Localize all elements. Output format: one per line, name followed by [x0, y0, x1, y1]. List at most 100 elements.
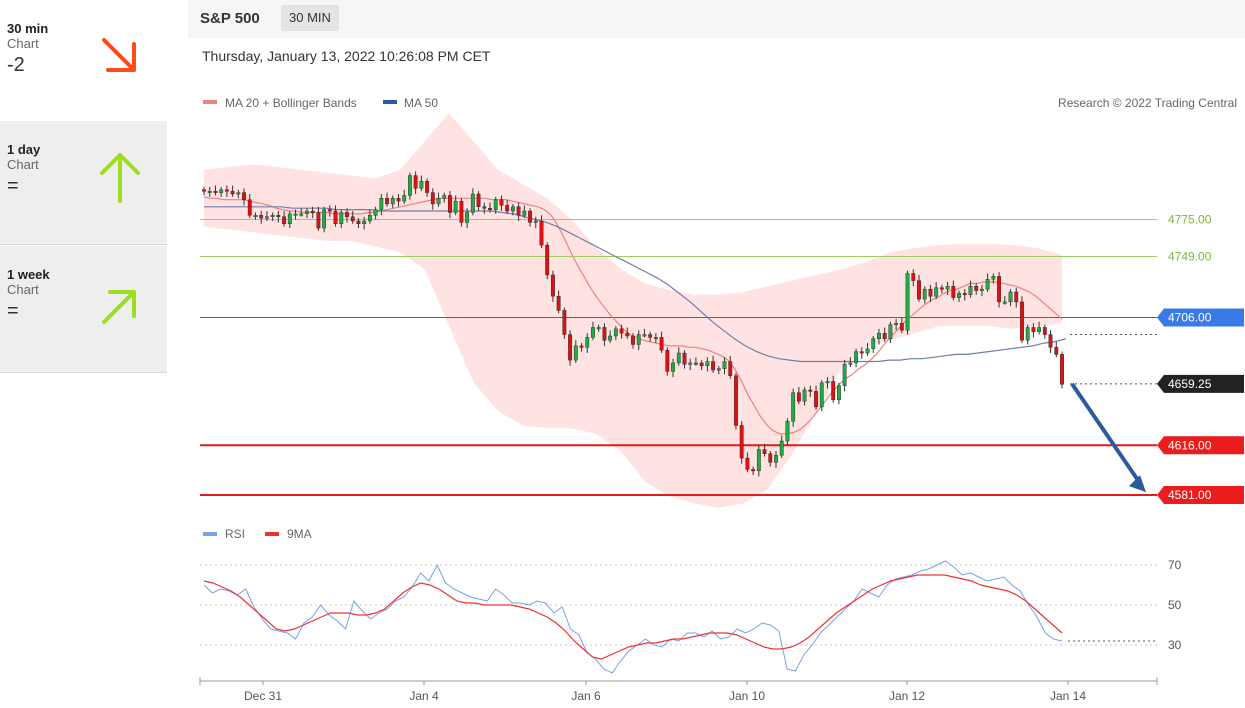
candle [499, 195, 504, 212]
candle [1025, 324, 1030, 345]
candle [305, 208, 309, 219]
candle [390, 195, 395, 209]
candle [236, 189, 241, 199]
candle [694, 357, 698, 366]
candle-body [476, 193, 481, 207]
candle-body [305, 210, 309, 215]
signal-1day[interactable]: 1 day Chart = [0, 121, 167, 245]
candle [768, 450, 773, 467]
ma20-legend-swatch [203, 100, 217, 104]
candle [682, 350, 687, 369]
candle-body [796, 392, 801, 402]
candle [745, 452, 750, 473]
candle-body [682, 352, 687, 365]
level-label: 4616.00 [1168, 438, 1212, 452]
signal-30min[interactable]: 30 min Chart -2 [0, 0, 167, 124]
candle-body [299, 213, 304, 216]
candle [316, 206, 321, 231]
candle [756, 445, 761, 477]
candle [430, 188, 435, 210]
forecast-arrow-head [1129, 475, 1146, 493]
rsi-tick-label: 50 [1168, 598, 1182, 612]
candle-body [362, 220, 367, 225]
candle [962, 289, 967, 301]
candle-body [1008, 291, 1013, 303]
candle-body [808, 389, 813, 392]
candle [562, 307, 567, 339]
candle [350, 211, 355, 224]
candle [1002, 296, 1007, 305]
ma50-legend-swatch [383, 100, 397, 104]
candle [299, 208, 304, 217]
candle [837, 382, 841, 405]
candle [1054, 341, 1059, 358]
candle-body [488, 208, 492, 210]
candle [339, 209, 344, 229]
candle-body [247, 199, 252, 216]
candle-body [579, 345, 584, 348]
candle-body [1048, 334, 1053, 348]
candle [293, 209, 298, 220]
candle [911, 269, 916, 287]
candle-body [676, 352, 681, 364]
candle [659, 331, 664, 354]
signal-1week[interactable]: 1 week Chart = [0, 246, 167, 373]
candle [728, 355, 733, 379]
candle [625, 327, 630, 339]
candle-body [470, 193, 475, 213]
price-levels: 4775.00 4749.00 4706.00 4659.25 4616.00 4581.… [200, 213, 1244, 504]
candle [980, 284, 984, 297]
candle-body [1037, 327, 1042, 332]
candle [613, 326, 618, 341]
candle-body [642, 334, 647, 337]
candle-body [413, 175, 418, 189]
candle-body [430, 192, 435, 205]
candle [568, 330, 572, 366]
candle-body [722, 361, 727, 369]
candle [436, 192, 441, 207]
candle [934, 282, 939, 300]
candle [1048, 330, 1053, 354]
candle-body [659, 337, 664, 351]
candle [310, 206, 315, 219]
candle-body [665, 349, 670, 372]
candle-body [922, 288, 927, 300]
candle-body [871, 338, 876, 349]
timeframe-button[interactable]: 30 MIN [281, 5, 339, 31]
candle-body [219, 189, 224, 193]
candle [247, 194, 252, 219]
candle [602, 323, 607, 346]
candle [1020, 296, 1024, 344]
candle [253, 212, 258, 220]
candle-body [287, 213, 292, 225]
level-label: 4659.25 [1168, 377, 1212, 391]
candle [762, 443, 767, 457]
candle [551, 270, 555, 302]
level-label-box [1157, 485, 1244, 504]
candle [539, 215, 544, 248]
candle-body [448, 195, 452, 213]
candle-body [1054, 347, 1059, 355]
candle [333, 205, 338, 227]
rsi-ma-legend-label: 9MA [287, 527, 312, 541]
level-label: 4775.00 [1168, 213, 1212, 227]
candle-body [939, 287, 944, 290]
candle-body [282, 216, 286, 225]
level-label: 4581.00 [1168, 488, 1212, 502]
candle-body [339, 212, 344, 225]
candle [1031, 323, 1036, 338]
candle [207, 186, 212, 197]
candle [774, 450, 778, 468]
candle-body [408, 175, 412, 196]
candle-body [1014, 291, 1019, 303]
x-tick-label: Jan 4 [409, 689, 439, 703]
candle-body [259, 215, 264, 219]
candle [882, 327, 887, 342]
candle [591, 321, 595, 341]
candle-body [911, 273, 916, 281]
candle-body [625, 332, 630, 337]
candle-body [253, 215, 258, 218]
candle [796, 387, 801, 405]
candle [968, 280, 973, 298]
